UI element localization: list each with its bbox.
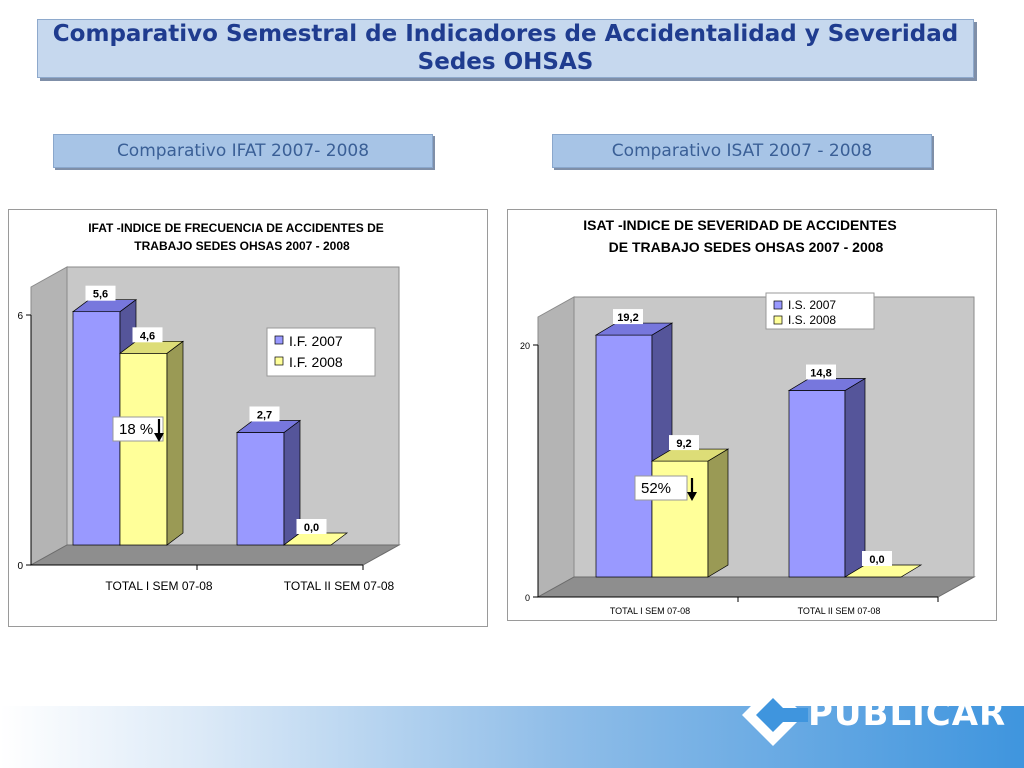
isat-subtitle-banner: Comparativo ISAT 2007 - 2008 [552,134,932,168]
ifat-data-label-bg-1-1 [296,519,327,534]
isat-legend-label-0: I.S. 2007 [788,298,836,312]
ifat-data-label-0-1: 2,7 [257,410,272,422]
ifat-bar-top-0-1 [235,420,302,433]
publicar-logo: PUBLICAR [738,680,1008,750]
isat-category-label-1: TOTAL II SEM 07-08 [798,606,881,616]
isat-category-label-0: TOTAL I SEM 07-08 [610,606,690,616]
ifat-subtitle-banner: Comparativo IFAT 2007- 2008 [53,134,433,168]
isat-bar-front-0-0 [595,334,653,578]
ifat-bar-top-0-0 [71,299,138,313]
ifat-bar-side-1-0 [166,340,184,546]
isat-annotation-text: 52% [641,480,671,497]
ifat-chart-title-line1: IFAT -INDICE DE FRECUENCIA DE ACCIDENTES… [88,221,384,235]
ifat-side-wall [30,266,68,566]
ifat-bar-front-1-0 [119,352,168,546]
isat-chart-panel: ISAT -INDICE DE SEVERIDAD DE ACCIDENTES D… [507,209,997,621]
isat-data-label-bg-1-0 [669,435,699,451]
ifat-y-tick-label-1: 6 [17,311,23,322]
ifat-chart-panel: IFAT -INDICE DE FRECUENCIA DE ACCIDENTES… [8,209,488,627]
isat-legend-box [765,292,875,330]
ifat-category-label-1: TOTAL II SEM 07-08 [284,579,395,593]
ifat-data-label-1-1: 0,0 [304,522,319,534]
ifat-bar-flat-1-1 [282,532,349,546]
ifat-legend-label-0: I.F. 2007 [289,333,343,349]
ifat-data-label-1-0: 4,6 [140,330,155,342]
ifat-bar-top-1-0 [118,340,185,354]
ifat-legend-swatch-0 [274,335,284,345]
ifat-data-label-0-0: 5,6 [93,289,108,301]
ifat-data-label-bg-0-0 [85,285,116,301]
ifat-category-label-0: TOTAL I SEM 07-08 [105,579,212,593]
isat-bar-top-0-1 [787,378,867,391]
isat-data-label-0-0: 19,2 [617,312,638,324]
isat-data-label-0-1: 14,8 [810,368,831,380]
isat-bar-top-1-0 [650,448,730,462]
isat-legend-swatch-1 [773,315,783,325]
slide-title-line2: Sedes OHSAS [417,49,594,75]
ifat-y-tick-label-0: 0 [17,561,23,572]
isat-y-tick-label-1: 20 [520,341,530,351]
isat-chart-title-line2: DE TRABAJO SEDES OHSAS 2007 - 2008 [609,239,884,255]
isat-bar-front-0-1 [788,390,846,578]
footer-band [0,706,1024,768]
isat-bar-flat-1-1 [843,564,923,578]
ifat-legend-box [266,327,376,377]
isat-y-tick-label-0: 0 [525,593,530,603]
ifat-chart-title-line2: TRABAJO SEDES OHSAS 2007 - 2008 [134,239,350,253]
isat-annotation-box [634,475,688,501]
ifat-data-label-bg-0-1 [249,406,280,422]
ifat-legend-swatch-1 [274,356,284,366]
ifat-annotation-box [112,416,164,442]
slide-title-banner: Comparativo Semestral de Indicadores de … [37,19,974,78]
ifat-legend-label-1: I.F. 2008 [289,354,343,370]
isat-bar-top-0-0 [594,322,674,336]
ifat-bar-chart: IFAT -INDICE DE FRECUENCIA DE ACCIDENTES… [17,221,401,593]
isat-data-label-1-0: 9,2 [676,438,691,450]
publicar-logo-text: PUBLICAR [808,694,1007,734]
isat-bar-chart: ISAT -INDICE DE SEVERIDAD DE ACCIDENTES D… [520,217,976,616]
isat-down-arrow-head [687,492,697,501]
ifat-floor [29,544,401,566]
isat-legend-label-1: I.S. 2008 [788,313,836,327]
publicar-logo-icon [742,684,808,746]
isat-data-label-bg-1-1 [862,551,892,566]
slide-title-line1: Comparativo Semestral de Indicadores de … [52,21,959,47]
isat-data-label-bg-0-1 [806,364,836,380]
ifat-bar-front-0-1 [236,432,285,546]
isat-bar-side-0-1 [844,377,866,578]
isat-data-label-1-1: 0,0 [869,554,884,566]
isat-floor [536,576,976,598]
isat-side-wall [537,296,575,598]
ifat-down-arrow-head [154,433,164,442]
isat-chart-title-line1: ISAT -INDICE DE SEVERIDAD DE ACCIDENTES [583,217,896,233]
isat-bar-side-1-0 [707,448,729,578]
isat-legend-swatch-0 [773,300,783,310]
isat-data-label-bg-0-0 [613,309,643,325]
ifat-annotation-text: 18 % [119,421,153,438]
ifat-data-label-bg-1-0 [132,327,163,343]
